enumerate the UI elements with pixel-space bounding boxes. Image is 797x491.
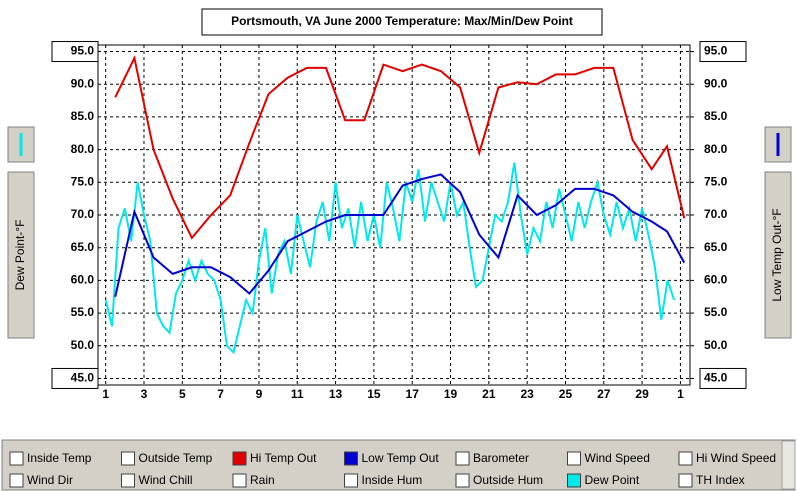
- checkbox-label: Wind Speed: [585, 451, 650, 465]
- series-line: [114, 173, 686, 297]
- tick-box: [51, 41, 99, 63]
- x-tick-label: 23: [520, 387, 534, 401]
- y2-tick-label: 75.0: [704, 174, 728, 188]
- y2-tick-label: 65.0: [704, 240, 728, 254]
- checkbox-label: Hi Wind Speed: [696, 451, 776, 465]
- x-tick-label: 11: [291, 387, 304, 401]
- checkbox-label: Hi Temp Out: [250, 451, 317, 465]
- x-tick-label: 13: [329, 387, 343, 401]
- checkbox-label: Wind Dir: [27, 473, 73, 487]
- checkbox-label: Low Temp Out: [362, 451, 440, 465]
- checkbox[interactable]: [9, 451, 24, 466]
- x-tick-label: 9: [256, 387, 263, 401]
- tick-box: [699, 367, 747, 389]
- y2-tick-label: 55.0: [704, 305, 728, 319]
- y-tick-label: 80.0: [71, 142, 95, 156]
- x-tick-label: 15: [367, 387, 381, 401]
- y2-tick-label: 95.0: [704, 44, 728, 58]
- checkbox-label: Wind Chill: [139, 473, 193, 487]
- y-tick-label: 50.0: [71, 338, 95, 352]
- series-line: [114, 55, 686, 240]
- y2-tick-label: 85.0: [704, 109, 728, 123]
- checkbox[interactable]: [9, 473, 24, 488]
- series-line: [104, 162, 676, 355]
- y-tick-label: 60.0: [71, 273, 95, 287]
- checkbox[interactable]: [567, 451, 581, 466]
- checkbox[interactable]: [678, 451, 693, 466]
- y-tick-label: 75.0: [71, 174, 95, 188]
- y-tick-label: 55.0: [71, 305, 95, 319]
- y2-tick-label: 70.0: [704, 207, 728, 221]
- x-tick-label: 17: [406, 387, 420, 401]
- x-tick-label: 7: [217, 387, 224, 401]
- checkbox-label: Inside Temp: [27, 451, 92, 465]
- x-tick-label: 29: [635, 387, 649, 401]
- checkbox-label: Inside Hum: [362, 473, 423, 487]
- y-tick-label: 70.0: [71, 207, 95, 221]
- scrollbar[interactable]: [781, 440, 796, 490]
- checkbox[interactable]: [121, 473, 135, 488]
- y-axis-label: Dew Point-°F: [13, 220, 27, 291]
- left-buttons[interactable]: Dew Point-°F: [7, 126, 35, 339]
- x-tick-label: 25: [559, 387, 573, 401]
- checkbox[interactable]: [344, 473, 358, 488]
- y-tick-label: 45.0: [71, 371, 95, 385]
- x-tick-label: 3: [141, 387, 148, 401]
- chart-title: Portsmouth, VA June 2000 Temperature: Ma…: [231, 14, 573, 28]
- y2-tick-label: 90.0: [704, 76, 728, 90]
- checkbox[interactable]: [455, 451, 470, 466]
- axis-button[interactable]: [7, 171, 35, 339]
- tick-box: [699, 41, 747, 63]
- checkbox-label: TH Index: [696, 473, 745, 487]
- checkbox-label: Dew Point: [585, 473, 640, 487]
- x-tick-label: 27: [597, 387, 611, 401]
- axis-button[interactable]: [764, 171, 792, 339]
- checkbox[interactable]: [344, 451, 358, 466]
- checkbox[interactable]: [678, 473, 693, 488]
- y-tick-label: 90.0: [71, 76, 95, 90]
- y2-axis-label: Low Temp Out-°F: [770, 208, 784, 301]
- checkbox[interactable]: [567, 473, 581, 488]
- x-tick-label: 1: [677, 387, 684, 401]
- y2-tick-label: 80.0: [704, 142, 728, 156]
- x-tick-label: 21: [482, 387, 496, 401]
- right-buttons[interactable]: Low Temp Out-°F: [764, 126, 792, 339]
- y2-tick-label: 45.0: [704, 371, 728, 385]
- title-box: [201, 8, 603, 36]
- checkbox[interactable]: [232, 451, 247, 466]
- x-tick-label: 5: [179, 387, 186, 401]
- y-tick-label: 85.0: [71, 109, 95, 123]
- x-tick-label: 19: [444, 387, 458, 401]
- checkbox[interactable]: [121, 451, 135, 466]
- y2-tick-label: 50.0: [704, 338, 728, 352]
- checkbox[interactable]: [455, 473, 470, 488]
- tick-box: [51, 367, 99, 389]
- checkbox-label: Barometer: [473, 451, 529, 465]
- checkbox-label: Outside Hum: [473, 473, 543, 487]
- checkbox[interactable]: [232, 473, 247, 488]
- x-tick-label: 1: [102, 387, 109, 401]
- y2-tick-label: 60.0: [704, 273, 728, 287]
- y-tick-label: 95.0: [71, 44, 95, 58]
- checkbox-label: Outside Temp: [139, 451, 213, 465]
- y-tick-label: 65.0: [71, 240, 95, 254]
- checkbox-label: Rain: [250, 473, 275, 487]
